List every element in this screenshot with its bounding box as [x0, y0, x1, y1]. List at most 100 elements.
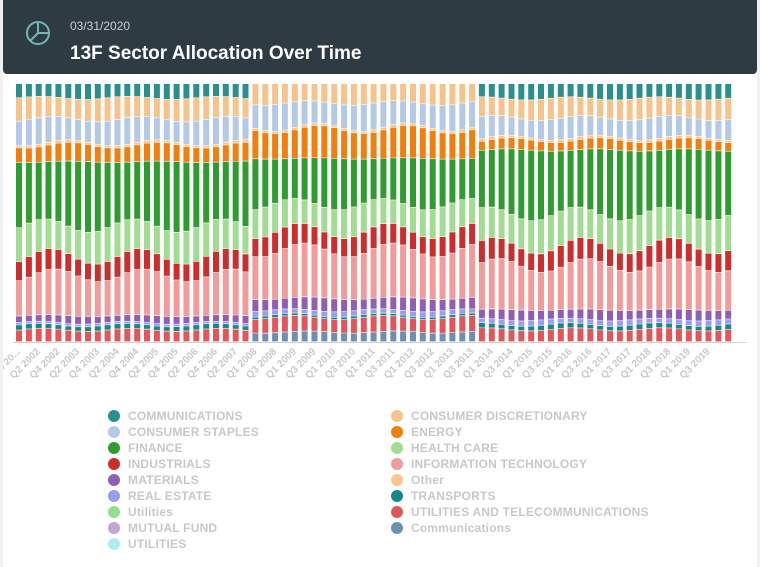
bar-segment[interactable]: [252, 257, 259, 300]
bar-segment[interactable]: [439, 133, 446, 159]
bar-segment[interactable]: [488, 137, 495, 140]
bar-segment[interactable]: [380, 127, 387, 130]
bar-segment[interactable]: [715, 84, 722, 99]
bar-segment[interactable]: [675, 259, 682, 309]
bar-segment[interactable]: [469, 101, 476, 127]
bar-segment[interactable]: [94, 331, 101, 342]
legend-item[interactable]: REAL ESTATE: [108, 488, 212, 504]
bar-segment[interactable]: [567, 141, 574, 150]
bar-segment[interactable]: [538, 121, 544, 140]
bar-segment[interactable]: [144, 325, 150, 329]
bar-segment[interactable]: [478, 318, 485, 323]
bar-segment[interactable]: [35, 84, 42, 96]
bar-segment[interactable]: [380, 84, 387, 102]
bar-segment[interactable]: [400, 297, 407, 311]
bar-segment[interactable]: [675, 135, 682, 138]
bar-segment[interactable]: [538, 320, 544, 325]
bar-segment[interactable]: [134, 142, 141, 145]
bar-segment[interactable]: [193, 322, 200, 325]
bar-segment[interactable]: [242, 254, 249, 272]
bar-segment[interactable]: [75, 324, 82, 327]
bar-segment[interactable]: [45, 219, 52, 249]
bar-segment[interactable]: [469, 84, 476, 102]
bar-segment[interactable]: [232, 222, 239, 250]
bar-segment[interactable]: [262, 159, 269, 207]
bar-segment[interactable]: [419, 128, 426, 158]
bar-segment[interactable]: [597, 309, 604, 321]
bar-segment[interactable]: [597, 330, 604, 342]
bar-segment[interactable]: [193, 261, 200, 281]
bar-segment[interactable]: [498, 329, 505, 342]
bar-segment[interactable]: [222, 315, 229, 322]
legend-item[interactable]: MATERIALS: [108, 472, 199, 488]
bar-segment[interactable]: [380, 331, 387, 342]
bar-segment[interactable]: [705, 150, 712, 221]
bar-segment[interactable]: [567, 138, 574, 141]
bar-segment[interactable]: [607, 321, 613, 326]
bar-segment[interactable]: [429, 130, 436, 159]
bar-segment[interactable]: [478, 138, 485, 141]
bar-segment[interactable]: [35, 323, 42, 329]
bar-segment[interactable]: [163, 331, 170, 342]
bar-segment[interactable]: [222, 142, 229, 145]
bar-segment[interactable]: [656, 116, 663, 139]
bar-segment[interactable]: [360, 299, 367, 310]
bar-segment[interactable]: [656, 240, 663, 263]
bar-segment[interactable]: [45, 116, 52, 142]
bar-segment[interactable]: [666, 84, 673, 97]
bar-segment[interactable]: [488, 149, 495, 207]
bar-segment[interactable]: [65, 142, 72, 161]
bar-segment[interactable]: [291, 223, 298, 245]
bar-segment[interactable]: [291, 130, 298, 158]
bar-segment[interactable]: [528, 84, 535, 100]
bar-segment[interactable]: [85, 99, 91, 121]
bar-segment[interactable]: [518, 331, 525, 342]
bar-segment[interactable]: [557, 211, 564, 246]
bar-segment[interactable]: [656, 141, 663, 150]
bar-segment[interactable]: [281, 132, 288, 159]
bar-segment[interactable]: [725, 271, 732, 310]
bar-segment[interactable]: [25, 97, 32, 120]
bar-segment[interactable]: [153, 316, 160, 324]
bar-segment[interactable]: [311, 331, 318, 342]
bar-segment[interactable]: [281, 309, 288, 314]
bar-segment[interactable]: [104, 280, 111, 316]
bar-segment[interactable]: [675, 84, 682, 98]
bar-segment[interactable]: [75, 120, 82, 141]
bar-segment[interactable]: [272, 253, 279, 299]
bar-segment[interactable]: [557, 310, 564, 318]
bar-segment[interactable]: [65, 323, 72, 326]
bar-segment[interactable]: [488, 207, 495, 238]
bar-segment[interactable]: [547, 84, 554, 98]
bar-segment[interactable]: [705, 321, 712, 326]
bar-segment[interactable]: [508, 325, 515, 330]
bar-segment[interactable]: [478, 141, 485, 151]
bar-segment[interactable]: [725, 324, 732, 330]
bar-segment[interactable]: [341, 333, 348, 342]
bar-segment[interactable]: [311, 123, 318, 126]
bar-segment[interactable]: [134, 162, 141, 219]
bar-segment[interactable]: [173, 144, 180, 162]
bar-segment[interactable]: [695, 84, 702, 100]
bar-segment[interactable]: [193, 227, 200, 262]
bar-segment[interactable]: [715, 325, 722, 331]
bar-segment[interactable]: [144, 249, 150, 269]
bar-segment[interactable]: [291, 313, 298, 315]
bar-segment[interactable]: [429, 320, 436, 333]
bar-segment[interactable]: [390, 309, 397, 314]
bar-segment[interactable]: [715, 330, 722, 342]
bar-segment[interactable]: [311, 203, 318, 227]
bar-segment[interactable]: [114, 321, 121, 324]
bar-segment[interactable]: [16, 146, 22, 148]
bar-segment[interactable]: [25, 329, 32, 342]
bar-segment[interactable]: [705, 270, 712, 311]
bar-segment[interactable]: [104, 330, 111, 342]
bar-segment[interactable]: [390, 243, 397, 297]
bar-segment[interactable]: [400, 158, 407, 204]
bar-segment[interactable]: [222, 269, 229, 315]
bar-segment[interactable]: [695, 321, 702, 326]
bar-segment[interactable]: [410, 84, 416, 102]
bar-segment[interactable]: [75, 140, 82, 143]
bar-segment[interactable]: [577, 136, 584, 140]
bar-segment[interactable]: [616, 138, 623, 140]
